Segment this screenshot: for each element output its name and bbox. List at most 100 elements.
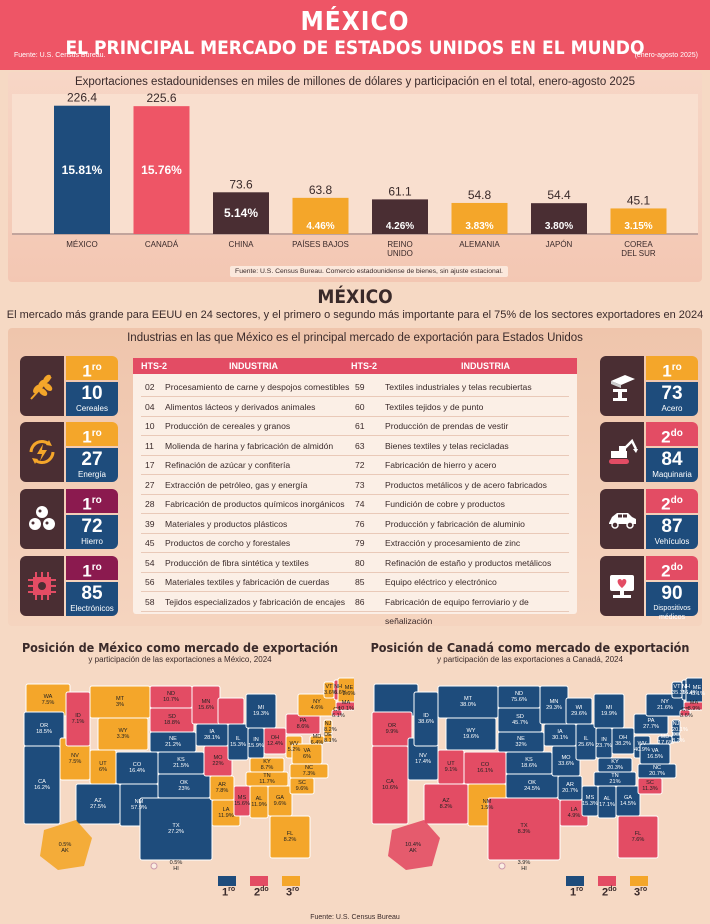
card-label: Dispositivos médicos xyxy=(653,605,691,621)
state-label: NJ 8.2% xyxy=(324,721,337,733)
map-mx-heading: Posición de México como mercado de expor… xyxy=(0,640,360,664)
table-row: 45 Productos de corcho y forestales 79 Extr… xyxy=(133,534,577,553)
card-rank: 2do xyxy=(646,556,698,581)
state-ak xyxy=(388,820,440,870)
state-wa xyxy=(373,683,419,717)
state-label: LA 4.9% xyxy=(567,807,581,819)
bar-value-label: 54.8 xyxy=(468,188,492,202)
bar-value-label: 54.4 xyxy=(547,188,571,202)
state-label: UT 6% xyxy=(98,761,108,773)
state-label: MO 33.6% xyxy=(558,755,574,767)
state-label: OR 18.5% xyxy=(36,723,52,735)
bar xyxy=(531,203,587,234)
map-ca-heading: Posición de Canadá como mercado de expor… xyxy=(350,640,710,664)
state-label: DE 8.1% xyxy=(324,732,337,744)
iron-ore-icon xyxy=(20,489,64,549)
bar-value-label: 61.1 xyxy=(388,184,412,198)
map-mx-subtitle: y participación de las exportaciones a M… xyxy=(88,655,272,664)
hts-code: 54 xyxy=(145,557,155,568)
state-label: IL 15.3% xyxy=(230,736,246,748)
state-label: NE 32% xyxy=(515,736,527,748)
state-label: NM 1.5% xyxy=(480,799,494,811)
bar xyxy=(610,208,667,234)
state-fl xyxy=(269,815,311,859)
state-label: CT 6.1% xyxy=(332,707,345,719)
bar-value-label: 225.6 xyxy=(146,91,176,105)
bar-category-label: CHINA xyxy=(229,240,255,249)
bar-category-label: ALEMANIA xyxy=(459,240,500,249)
state-label: PA 8.6% xyxy=(296,718,310,730)
industry-name: Fabricación de equipo ferroviario y de s… xyxy=(385,596,529,626)
card-label: Hierro xyxy=(81,537,103,546)
industry-name: Producción de cereales y granos xyxy=(165,421,291,431)
bar-share-label: 3.80% xyxy=(545,221,573,232)
car-icon xyxy=(600,489,644,549)
industry-name: Extracción de petróleo, gas y energía xyxy=(165,479,308,490)
industry-name: Productos metálicos y de acero fabricado… xyxy=(385,479,547,490)
state-label: IA 28.1% xyxy=(204,729,220,741)
state-label: MS 15.3% xyxy=(582,795,598,807)
bar-chart: 226.4 15.81% MÉXICO 225.6 15.76% CANADÁ 73.6 5.… xyxy=(12,91,698,258)
state-label: GA 14.5% xyxy=(620,795,636,807)
industry-name: Fabricación de hierro y acero xyxy=(385,460,497,470)
hts-code: 74 xyxy=(355,499,365,509)
card-maquinaria: 2do 84 Maquinaria xyxy=(600,422,698,482)
state-label: MO 22% xyxy=(212,755,224,767)
chart-title: Exportaciones estadounidenses en miles d… xyxy=(74,76,635,88)
state-label: NE 21.2% xyxy=(165,736,181,748)
state-label: KY 20.3% xyxy=(607,759,623,771)
state-ma xyxy=(683,701,702,711)
state-label: NH 16.4% xyxy=(682,684,698,696)
map-ca-subtitle: y participación de las exportaciones a C… xyxy=(437,655,623,664)
bar-value-label: 73.6 xyxy=(229,177,253,191)
industry-name: Refinación de azúcar y confitería xyxy=(165,460,291,470)
state-label: DE 8.2% xyxy=(672,732,685,744)
header-source: Fuente: U.S. Census Bureau. xyxy=(14,52,106,59)
state-ma xyxy=(335,701,354,711)
hts-code: 61 xyxy=(355,421,365,431)
state-md xyxy=(309,735,325,745)
state-label: NC 20.7% xyxy=(649,765,665,777)
hts-code: 17 xyxy=(145,460,155,470)
state-label: ID 7.1% xyxy=(71,713,85,725)
state-id xyxy=(413,691,439,747)
state-ak xyxy=(40,820,92,870)
state-label: CT 8.6% xyxy=(680,707,693,719)
bar-chart-panel: Exportaciones estadounidenses en miles d… xyxy=(8,72,702,282)
card-label: Cereales xyxy=(75,404,108,413)
table-row: 56 Materiales textiles y fabricación de c… xyxy=(133,573,577,592)
state-label: AZ 8.2% xyxy=(439,798,453,810)
state-label: WY 3.3% xyxy=(116,728,130,740)
card-rank: 1ro xyxy=(66,489,118,514)
state-label: ND 75.6% xyxy=(511,691,527,703)
hts-code: 10 xyxy=(145,421,155,431)
industry-name: Extracción y procesamiento de zinc xyxy=(385,538,521,548)
state-label: MT 38.0% xyxy=(460,696,476,708)
table-header-industry-2: INDUSTRIA xyxy=(461,358,510,374)
hts-code: 28 xyxy=(145,499,155,509)
bar xyxy=(372,199,428,234)
industries-title: Industrias en las que México es el princ… xyxy=(127,332,583,344)
industry-name: Procesamiento de carne y despojos comest… xyxy=(165,382,350,392)
state-label: WY 19.6% xyxy=(463,728,479,740)
card-label: Electrónicos xyxy=(70,604,114,613)
state-wy xyxy=(97,717,149,751)
industry-name: Producción de prendas de vestir xyxy=(385,421,509,431)
industry-name: Textiles tejidos y de punto xyxy=(385,401,484,412)
state-label: VT 35.3% xyxy=(672,684,688,696)
state-label: AL 17.1% xyxy=(599,796,615,808)
state-ca xyxy=(23,745,61,825)
state-ct xyxy=(679,709,691,717)
industry-name: Fundición de cobre y productos xyxy=(385,499,505,509)
card-rank: 1ro xyxy=(66,422,118,447)
state-sc xyxy=(289,777,315,795)
legend-3: 3ro xyxy=(286,886,300,899)
chart-note: Fuente: U.S. Census Bureau. Comercio est… xyxy=(230,266,508,277)
wheat-icon xyxy=(20,356,64,416)
state-label: IN 15.9% xyxy=(248,737,264,749)
card-label: Acero xyxy=(661,404,683,413)
card-value: 10 xyxy=(81,383,103,404)
state-tx xyxy=(487,797,561,861)
state-label: SC 11.3% xyxy=(642,780,658,792)
state-label: MA 10.1% xyxy=(338,700,354,712)
